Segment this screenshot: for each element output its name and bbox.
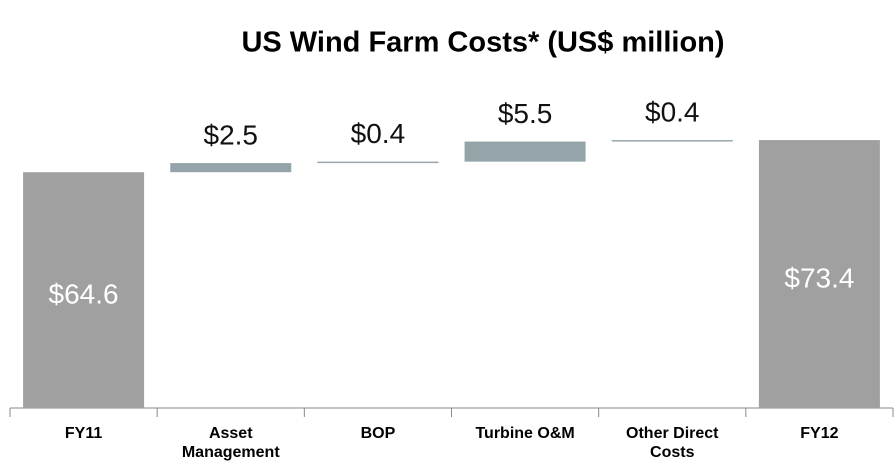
x-tick-label: BOP xyxy=(360,425,396,442)
x-tick-label: FY11 xyxy=(64,425,103,442)
bar xyxy=(464,141,586,162)
bar xyxy=(758,140,880,408)
x-tick-label: Other Direct Costs xyxy=(626,425,719,461)
chart-title: US Wind Farm Costs* (US$ million) xyxy=(241,27,724,59)
x-tick-label: Turbine O&M xyxy=(475,425,575,442)
bar xyxy=(317,161,439,164)
bar xyxy=(23,172,145,408)
bar xyxy=(170,163,292,173)
x-tick-label: Asset Management xyxy=(181,425,280,461)
value-label: $5.5 xyxy=(498,98,553,129)
bar xyxy=(611,140,733,142)
value-label: $73.4 xyxy=(784,262,854,293)
value-label: $64.6 xyxy=(49,278,119,309)
value-label: $0.4 xyxy=(645,96,700,127)
value-label: $2.5 xyxy=(204,119,259,150)
value-label: $0.4 xyxy=(351,118,406,149)
x-tick-label: FY12 xyxy=(800,425,839,442)
